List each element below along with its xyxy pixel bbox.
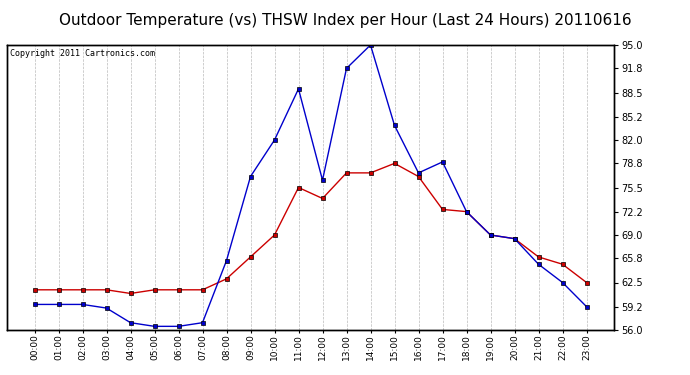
Text: Outdoor Temperature (vs) THSW Index per Hour (Last 24 Hours) 20110616: Outdoor Temperature (vs) THSW Index per … bbox=[59, 13, 631, 28]
Text: Copyright 2011 Cartronics.com: Copyright 2011 Cartronics.com bbox=[10, 49, 155, 58]
